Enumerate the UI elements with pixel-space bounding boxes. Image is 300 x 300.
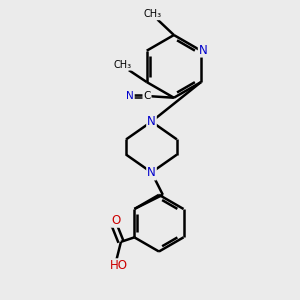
Text: N: N [147, 167, 156, 179]
Text: N: N [199, 44, 208, 57]
Text: CH₃: CH₃ [143, 9, 161, 20]
Text: CH₃: CH₃ [114, 60, 132, 70]
Text: O: O [112, 214, 121, 227]
Text: N: N [147, 115, 156, 128]
Text: HO: HO [110, 259, 128, 272]
Text: C: C [143, 91, 151, 101]
Text: N: N [126, 91, 134, 101]
